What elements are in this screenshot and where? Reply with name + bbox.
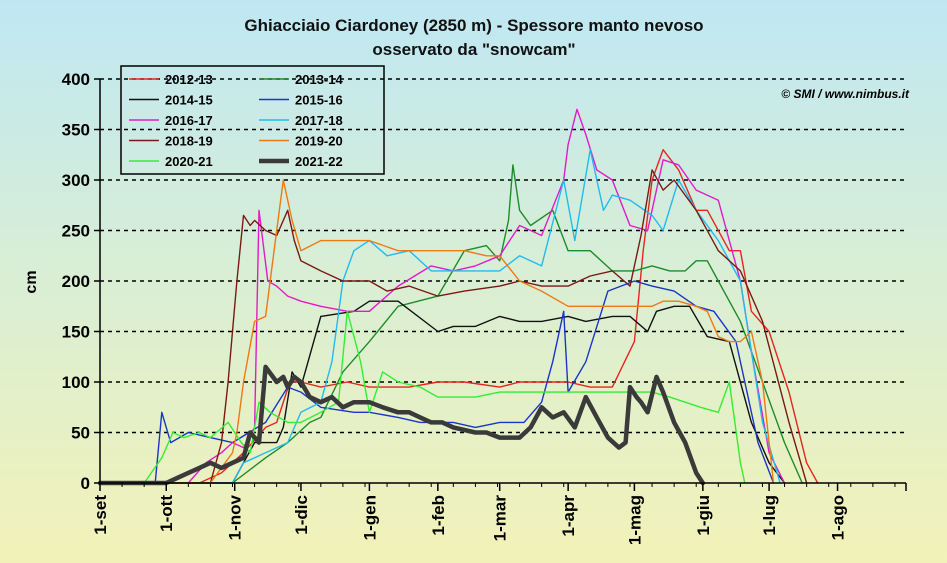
legend: 2012-13 2013-14 2014-15 2015-16 2016-17 2017-… [120, 65, 385, 175]
legend-label: 2021-22 [295, 154, 343, 169]
series-line-2018-19 [99, 169, 808, 484]
series-line-2017-18 [99, 148, 781, 484]
x-tick-label: 1-ott [157, 495, 176, 532]
legend-label: 2016-17 [165, 113, 213, 128]
x-tick-label: 1-giu [694, 495, 713, 536]
copyright-text: © SMI / www.nimbus.it [781, 87, 910, 101]
series-layer [97, 108, 819, 486]
x-tick-label: 1-apr [559, 495, 578, 537]
legend-label: 2017-18 [295, 113, 343, 128]
y-tick-label: 250 [62, 222, 90, 241]
x-tick-label: 1-dic [292, 495, 311, 535]
x-tick-label: 1-feb [429, 495, 448, 536]
legend-label: 2012-13 [165, 72, 213, 87]
x-tick-label: 1-mag [625, 495, 644, 545]
legend-label: 2015-16 [295, 93, 343, 108]
series-line-2020-21 [99, 310, 746, 484]
y-tick-label: 150 [62, 323, 90, 342]
y-tick-label: 350 [62, 121, 90, 140]
series-line-2014-15 [99, 300, 786, 484]
legend-label: 2013-14 [295, 72, 343, 87]
legend-label: 2019-20 [295, 134, 343, 149]
x-tick-label: 1-mar [491, 495, 510, 542]
x-tick-label: 1-set [91, 495, 110, 535]
y-tick-label: 300 [62, 171, 90, 190]
series-line-2019-20 [99, 179, 775, 484]
y-axis-label: cm [23, 270, 40, 293]
y-tick-label: 200 [62, 272, 90, 291]
legend-box [120, 65, 385, 175]
x-tick-label: 1-gen [360, 495, 379, 540]
chart-title: Ghiacciaio Ciardoney (2850 m) - Spessore… [244, 16, 703, 35]
legend-label: 2014-15 [165, 93, 213, 108]
x-tick-label: 1-nov [226, 494, 245, 540]
chart-subtitle: osservato da "snowcam" [372, 40, 575, 59]
series-line-2021-22 [97, 364, 706, 486]
x-tick-label: 1-lug [760, 495, 779, 536]
legend-label: 2018-19 [165, 134, 213, 149]
y-tick-label: 100 [62, 373, 90, 392]
grid-layer [100, 78, 906, 434]
y-tick-label: 0 [81, 474, 90, 493]
y-tick-label: 400 [62, 70, 90, 89]
x-tick-label: 1-ago [829, 495, 848, 540]
axes-layer: 0 50 100 150 200 250 300 350 400 1-set 1-ott 1-nov 1… [62, 70, 907, 545]
y-tick-label: 50 [71, 424, 90, 443]
legend-label: 2020-21 [165, 154, 213, 169]
